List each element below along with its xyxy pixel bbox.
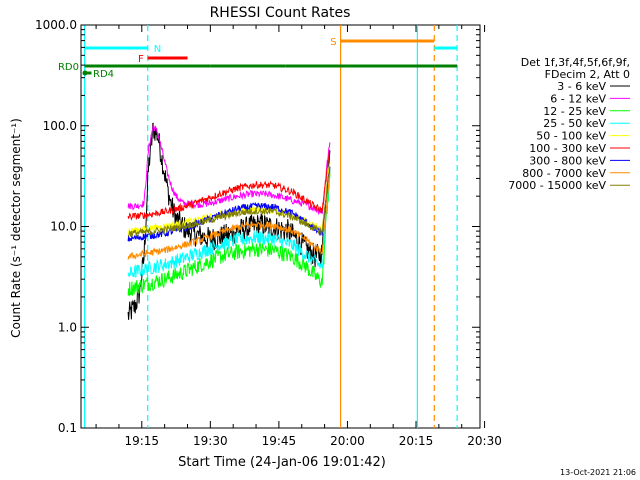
legend-header-line-1: Det 1f,3f,4f,5f,6f,9f, xyxy=(521,56,630,69)
flag-label-rd0: RD0 xyxy=(58,62,79,73)
series-line-2 xyxy=(127,122,331,216)
y-tick-label-4: 1.0 xyxy=(58,320,77,334)
x-axis-label: Start Time (24-Jan-06 19:01:42) xyxy=(178,455,386,470)
legend-label-3: 12 - 25 keV xyxy=(543,105,606,118)
series-line-9 xyxy=(127,166,331,237)
legend-header-line-2: FDecim 2, Att 0 xyxy=(545,68,630,81)
y-tick-label-3: 10.0 xyxy=(50,220,77,234)
y-tick-label-1: 1000.0 xyxy=(35,18,77,32)
legend-label-6: 100 - 300 keV xyxy=(529,142,606,155)
series-line-7 xyxy=(127,166,331,242)
flag-label-rd4: RD4 xyxy=(93,69,114,80)
legend-label-9: 7000 - 15000 keV xyxy=(508,179,606,192)
y-tick-label-5: 0.1 xyxy=(58,421,77,435)
chart-title: RHESSI Count Rates xyxy=(210,5,351,21)
y-tick-label-2: 100.0 xyxy=(43,119,77,133)
flag-dot-rd4 xyxy=(82,70,88,76)
legend-label-8: 800 - 7000 keV xyxy=(522,167,606,180)
legend-label-4: 25 - 50 keV xyxy=(543,117,606,130)
x-tick-label-2: 19:30 xyxy=(193,434,228,448)
x-tick-label-3: 19:45 xyxy=(262,434,297,448)
series-line-8 xyxy=(127,173,331,260)
legend-label-1: 3 - 6 keV xyxy=(557,80,606,93)
flag-label-s: S xyxy=(330,37,336,48)
x-tick-label-5: 20:15 xyxy=(399,434,434,448)
legend-label-2: 6 - 12 keV xyxy=(550,92,606,105)
legend-label-7: 300 - 800 keV xyxy=(529,154,606,167)
series-line-4 xyxy=(127,170,331,278)
x-tick-label-6: 20:30 xyxy=(467,434,502,448)
series-line-3 xyxy=(127,172,331,297)
x-tick-label-4: 20:00 xyxy=(330,434,365,448)
y-axis-label: Count Rate (s⁻¹ detector segment⁻¹) xyxy=(9,118,23,338)
flag-label-n: N xyxy=(154,44,161,55)
x-tick-label-1: 19:15 xyxy=(124,434,159,448)
legend-label-5: 50 - 100 keV xyxy=(536,130,606,143)
flag-label-f: F xyxy=(138,54,144,65)
series-line-6 xyxy=(127,149,331,221)
footer-timestamp: 13-Oct-2021 21:06 xyxy=(560,468,636,477)
